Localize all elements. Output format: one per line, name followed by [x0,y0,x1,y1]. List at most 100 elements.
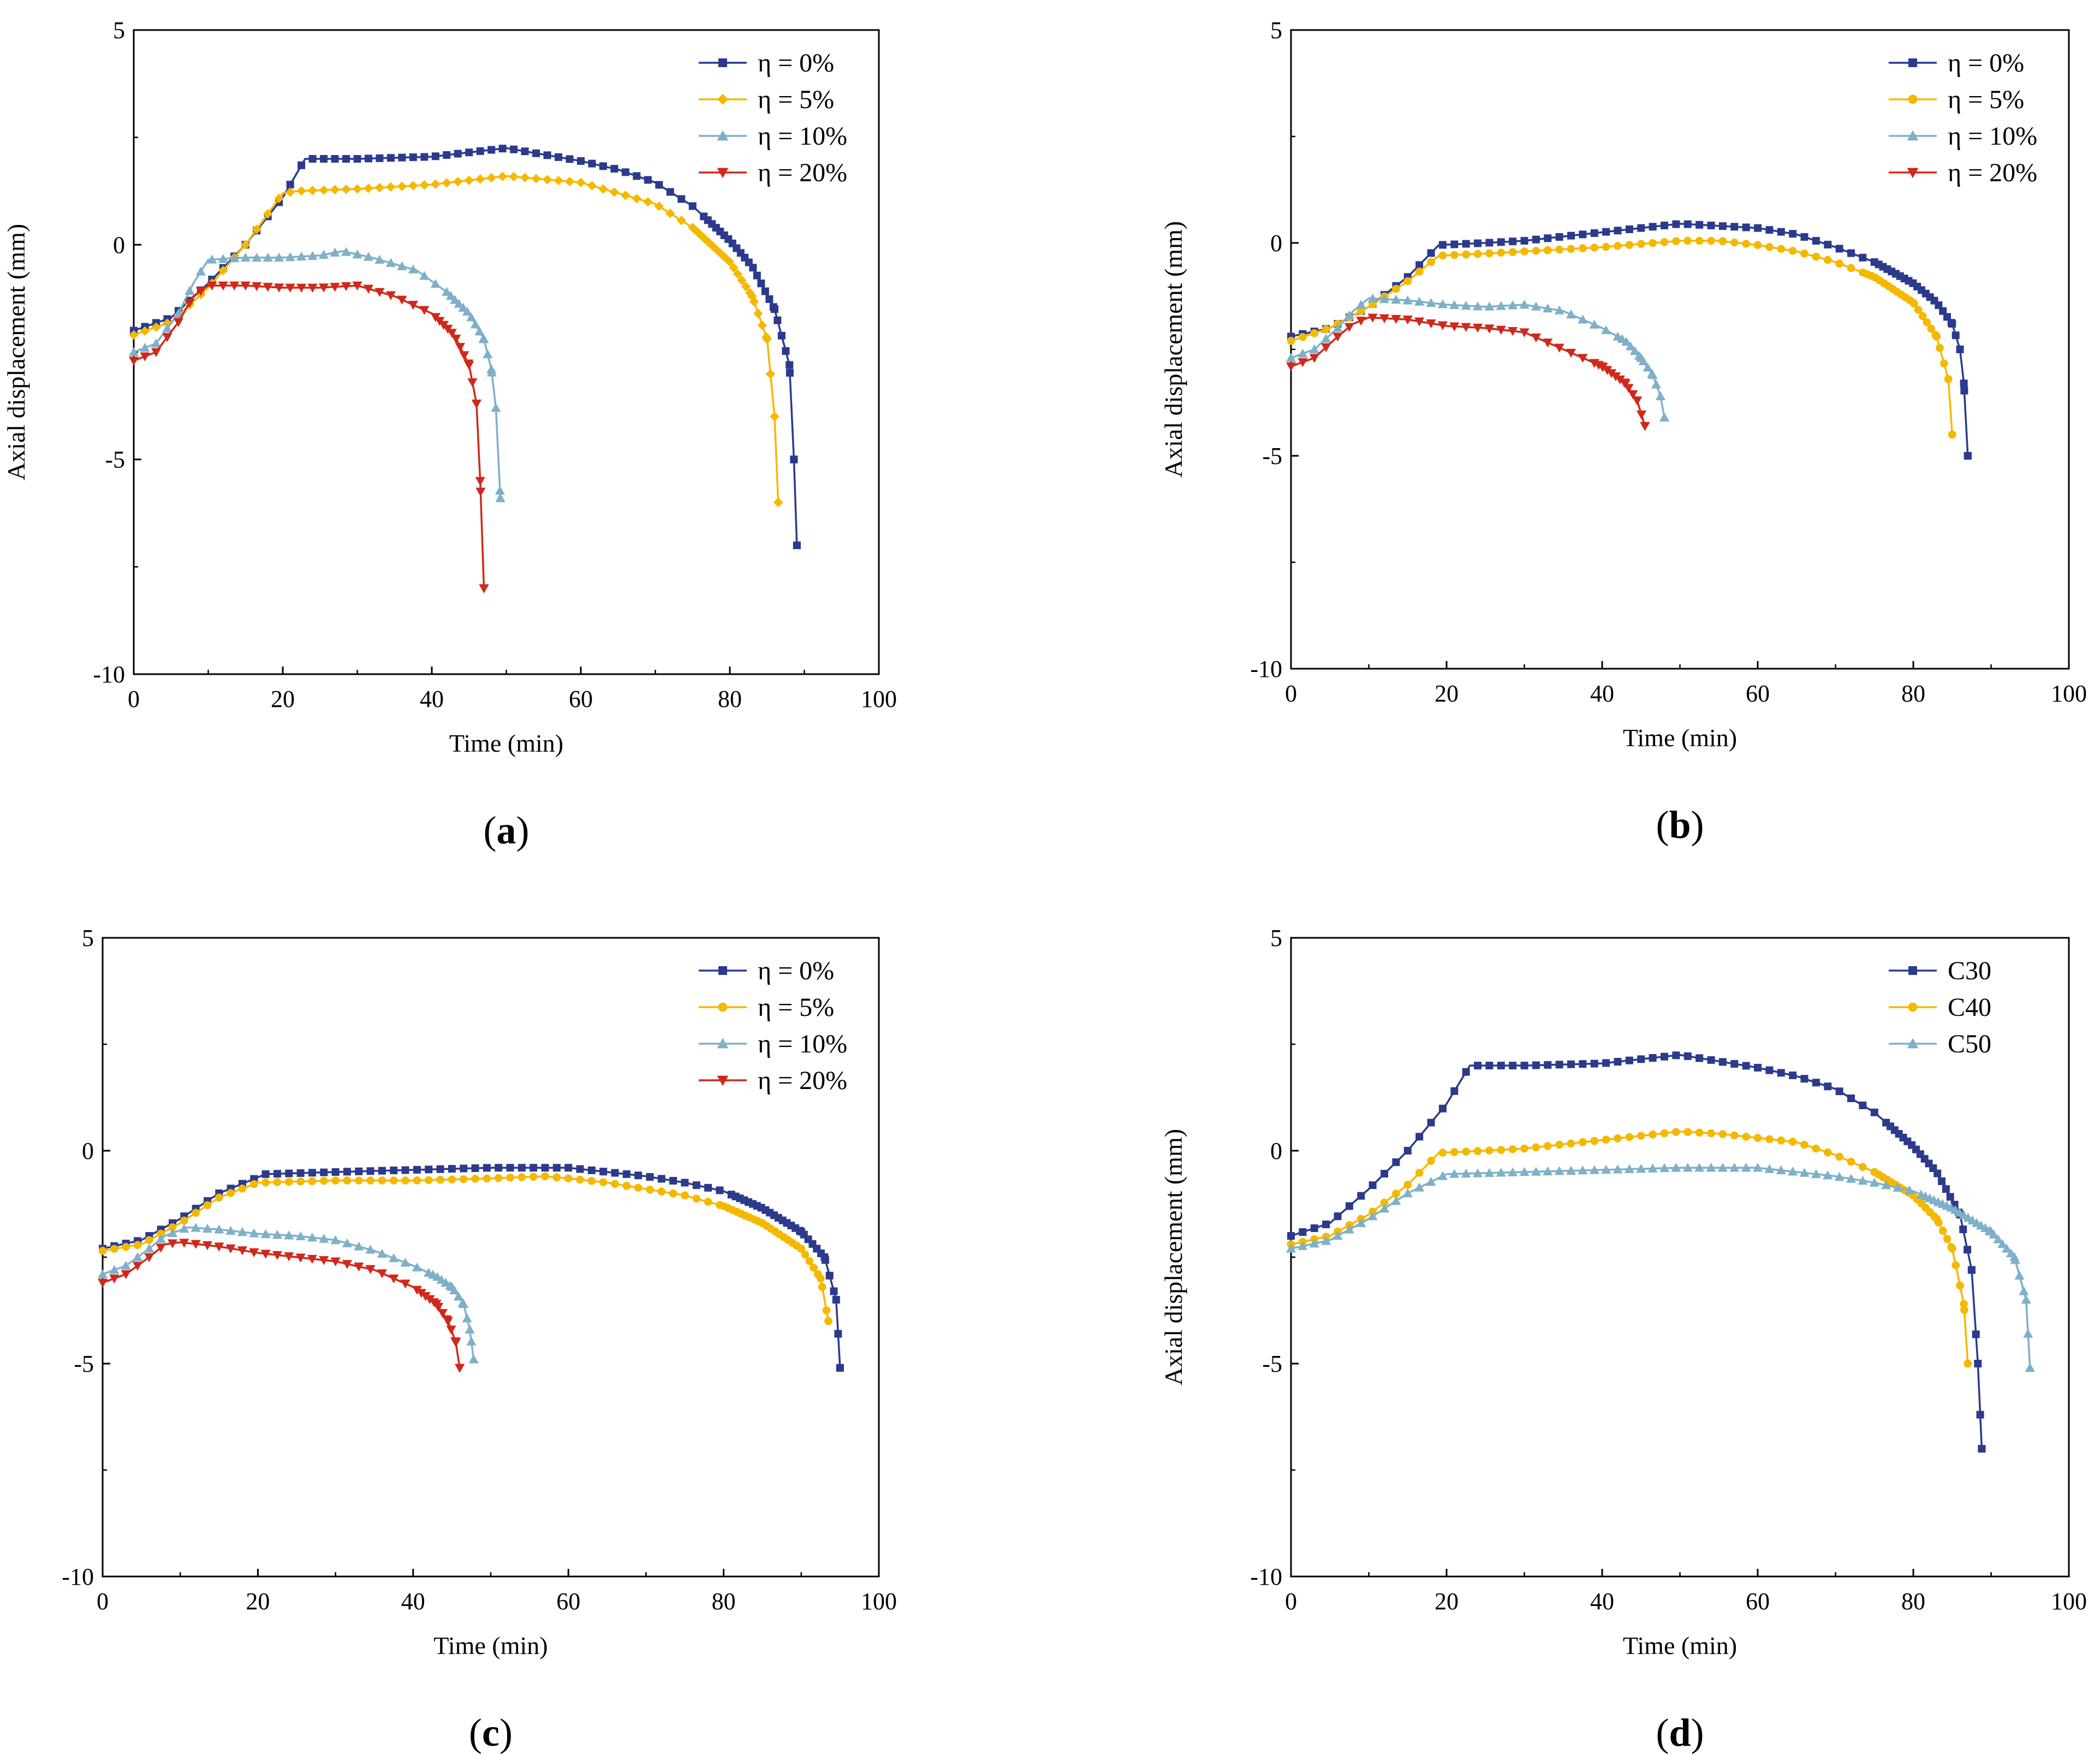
data-point [308,1177,317,1186]
legend-marker [1907,130,1919,141]
legend-label: η = 0% [758,956,834,985]
data-point [797,1228,805,1236]
data-point [770,305,778,313]
data-point [2009,1252,2020,1262]
data-point [1952,331,1960,340]
legend: η = 0% η = 5% η = 10% η = 20% [699,49,847,187]
data-point [793,542,801,549]
data-point [389,1176,398,1185]
data-point [397,181,407,192]
legend-marker [717,130,729,141]
data-point [214,1224,224,1234]
data-point [1531,301,1541,311]
data-point [354,1241,364,1251]
data-point [1629,346,1640,355]
data-point [1683,1052,1692,1060]
data-point [173,308,183,318]
data-point [453,176,463,187]
data-point [1789,1071,1797,1079]
data-point [1964,1359,1972,1368]
data-point [1649,1131,1657,1139]
data-point [1472,1168,1483,1177]
data-point [552,1164,561,1172]
data-point [632,194,642,204]
data-point [1414,317,1425,327]
data-point [249,1248,259,1258]
data-point [773,497,783,508]
data-point [462,1313,472,1323]
data-point [1602,1059,1610,1067]
data-point [436,1175,444,1184]
legend-marker [717,1038,729,1049]
legend-marker [1908,966,1917,975]
data-point [747,291,757,301]
data-point [342,1238,353,1247]
data-point [681,1179,689,1187]
data-point [1426,1176,1436,1186]
data-point [1356,300,1366,309]
data-point [1427,258,1435,266]
data-point [1823,255,1832,264]
y-tick-label: -5 [105,447,125,473]
data-point [1918,312,1927,320]
data-point [167,1228,178,1238]
data-point [1834,1171,1845,1181]
data-point [1520,1062,1528,1069]
data-point [285,252,295,261]
series-line [1290,316,1646,426]
data-point [834,1330,842,1338]
data-point [284,1252,294,1262]
data-point [486,172,496,183]
data-point [144,1253,154,1263]
data-point [156,1244,166,1253]
x-tick-label: 60 [556,1588,580,1615]
x-tick-label: 20 [271,686,295,712]
data-point [1508,1167,1518,1176]
data-point [443,151,451,159]
data-point [1640,422,1650,431]
data-point [1936,344,1944,352]
data-point [1450,1148,1459,1156]
data-point [733,269,743,279]
data-point [753,308,763,318]
legend-marker [717,168,729,179]
legend-label: η = 0% [1948,49,2024,78]
chart-panel-a: 0 20 40 60 80 100 5 0 -5 -10 Time (min) Axial displ… [2,17,897,852]
data-point [1976,1411,1984,1419]
x-tick-label: 60 [569,686,593,712]
data-point [1869,1177,1879,1187]
x-tick-label: 20 [1435,680,1459,707]
data-point [1706,1163,1716,1172]
data-point [1946,1193,1954,1201]
data-point [272,1229,283,1239]
data-point [425,1165,433,1174]
data-point [1437,299,1448,308]
legend-marker [1907,1038,1919,1049]
data-point [2001,1244,2012,1253]
data-point [1555,1061,1563,1069]
data-point [1449,300,1460,310]
data-point [1923,318,1931,326]
data-point [1718,237,1727,246]
data-point [1694,1163,1705,1172]
data-point [1403,1181,1412,1189]
data-point [599,1178,608,1187]
data-point [495,485,505,495]
data-point [1462,240,1470,248]
data-point [1554,343,1564,353]
data-point [1695,1128,1704,1137]
data-point [1590,229,1598,237]
data-point [341,185,351,194]
data-point [1485,1146,1494,1155]
data-point [446,1325,456,1335]
y-tick-label: 5 [1270,925,1282,951]
data-point [455,1364,465,1373]
data-point [296,1177,305,1186]
data-point [386,182,396,192]
data-point [401,1166,409,1174]
data-point [1859,253,1867,261]
data-point [408,181,418,191]
data-point [1800,1075,1809,1083]
data-point [1496,1168,1506,1177]
